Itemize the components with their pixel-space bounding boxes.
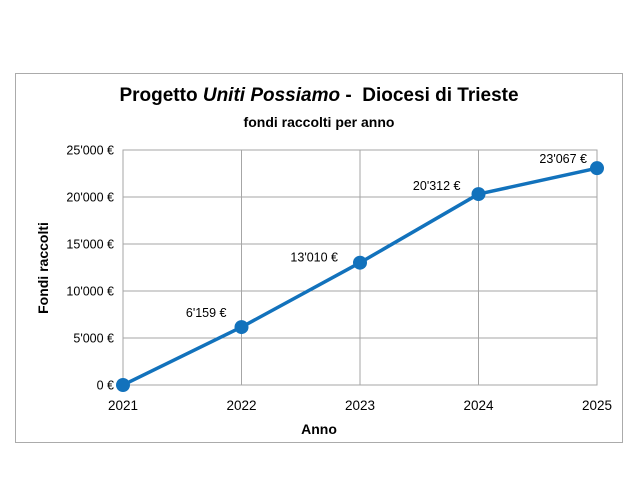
chart-title: Progetto Uniti Possiamo - Diocesi di Tri… [16, 84, 622, 108]
chart-frame: Progetto Uniti Possiamo - Diocesi di Tri… [15, 73, 623, 443]
data-point-marker [353, 255, 367, 270]
y-tick-label: 15'000 € [66, 238, 114, 252]
x-tick-label: 2022 [226, 398, 256, 413]
data-point-marker [234, 320, 249, 335]
data-point-marker [590, 161, 604, 176]
y-tick-label: 5'000 € [73, 332, 114, 346]
plot-area: 0 € 5'000 € 10'000 € 15'000 € 20'000 € 25'000… [66, 144, 612, 414]
data-point-label: 23'067 € [539, 152, 587, 166]
chart-subtitle: fondi raccolti per anno [243, 114, 395, 130]
data-point-marker [471, 187, 486, 202]
chart-title-project-name: Uniti Possiamo [202, 85, 341, 106]
x-tick-label: 2023 [345, 398, 375, 413]
x-axis-title: Anno [301, 421, 337, 437]
x-tick-label: 2025 [582, 398, 612, 413]
data-point-label: 6'159 € [186, 306, 227, 320]
x-tick-label: 2021 [108, 398, 138, 413]
x-tick-label: 2024 [463, 398, 494, 413]
plot-border [122, 149, 598, 386]
chart-title-suffix: - Diocesi di Trieste [340, 85, 519, 106]
y-tick-label: 10'000 € [66, 285, 114, 299]
data-point-label: 13'010 € [290, 251, 338, 265]
y-tick-label: 20'000 € [66, 191, 114, 205]
chart-title-prefix: Progetto [119, 85, 203, 106]
data-point-marker [116, 378, 130, 392]
y-tick-label: 0 € [97, 379, 114, 393]
data-point-label: 20'312 € [413, 179, 461, 193]
y-tick-label: 25'000 € [66, 144, 114, 158]
